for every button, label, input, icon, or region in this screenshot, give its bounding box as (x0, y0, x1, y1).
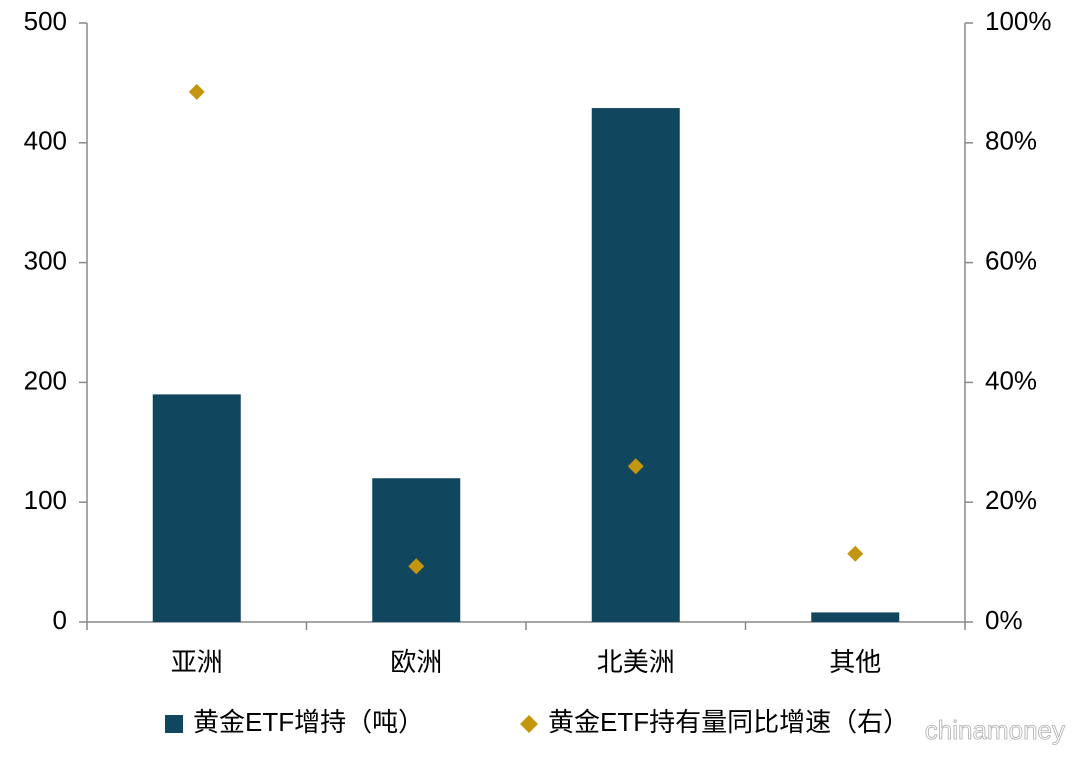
bar (811, 612, 900, 622)
x-tick-label: 其他 (829, 647, 881, 677)
bar (152, 394, 241, 622)
x-tick-label: 欧洲 (390, 647, 442, 677)
diamond-marker (847, 545, 864, 562)
y2-tick-label: 60% (985, 245, 1037, 275)
watermark: chinamoney (925, 715, 1065, 745)
legend-swatch (165, 715, 183, 733)
diamond-marker (627, 458, 644, 475)
diamond-marker (188, 83, 205, 100)
y2-tick-label: 40% (985, 365, 1037, 395)
y2-tick-label: 100% (985, 6, 1052, 36)
y-tick-label: 400 (24, 126, 67, 156)
legend-swatch (520, 715, 538, 733)
bar (372, 478, 461, 622)
legend-label: 黄金ETF持有量同比增速（右） (548, 707, 909, 737)
x-tick-label: 北美洲 (597, 647, 675, 677)
y2-tick-label: 20% (985, 485, 1037, 515)
legend-label: 黄金ETF增持（吨） (193, 707, 424, 737)
y2-tick-label: 80% (985, 126, 1037, 156)
y-tick-label: 100 (24, 485, 67, 515)
y-tick-label: 200 (24, 365, 67, 395)
y-tick-label: 500 (24, 6, 67, 36)
y2-tick-label: 0% (985, 605, 1023, 635)
y-tick-label: 300 (24, 245, 67, 275)
diamond-marker (408, 558, 425, 575)
y-tick-label: 0 (53, 605, 67, 635)
bar (591, 108, 680, 623)
x-tick-label: 亚洲 (171, 647, 223, 677)
